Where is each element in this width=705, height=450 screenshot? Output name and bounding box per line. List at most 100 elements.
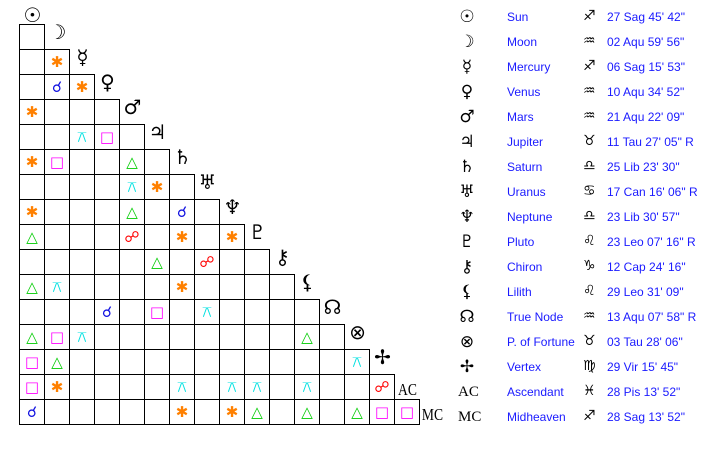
square-icon: □ <box>49 328 65 346</box>
planet-name: Uranus <box>507 185 546 199</box>
trine-icon: △ <box>26 278 38 296</box>
planet-position: 29 Vir 15' 45" <box>607 360 679 374</box>
aspect-cell <box>144 324 170 350</box>
planet-glyph-icon: ♃ <box>459 132 475 152</box>
aspect-cell: △ <box>244 399 270 425</box>
planet-glyph-icon: ☽ <box>459 32 475 52</box>
planet-row: ♀ Venus ♒ 10 Aqu 34' 52" <box>450 80 705 105</box>
aspect-cell <box>44 224 70 250</box>
aspect-cell: □ <box>19 349 45 375</box>
planet-name: Sun <box>507 10 529 24</box>
quincunx-icon: ⚻ <box>77 128 87 146</box>
aspect-cell: △ <box>344 399 370 425</box>
planet-position: 23 Leo 07' 16" R <box>607 235 696 249</box>
planet-name: Vertex <box>507 360 542 374</box>
aspect-cell <box>169 349 195 375</box>
planet-row: ♂ Mars ♒ 21 Aqu 22' 09" <box>450 105 705 130</box>
aspect-cell: ✱ <box>44 49 70 75</box>
grid-glyph-saturn-icon: ♄ <box>173 144 192 169</box>
planet-row: ✢ Vertex ♍ 29 Vir 15' 45" <box>450 355 705 380</box>
aspect-cell <box>19 24 45 50</box>
planet-row: ♆ Neptune ♎ 23 Lib 30' 57" <box>450 205 705 230</box>
planet-row: ☿ Mercury ♐ 06 Sag 15' 53" <box>450 55 705 80</box>
trine-icon: △ <box>151 253 163 271</box>
zodiac-sign-icon: ♋ <box>583 183 596 199</box>
aspect-cell <box>94 324 120 350</box>
aspect-cell <box>69 299 95 325</box>
aspect-cell: ☌ <box>19 399 45 425</box>
aspect-cell <box>44 124 70 150</box>
aspect-cell <box>144 149 170 175</box>
planet-row: ♃ Jupiter ♉ 11 Tau 27' 05" R <box>450 130 705 155</box>
grid-glyph-pluto-icon: ♇ <box>248 219 267 244</box>
quincunx-icon: ⚻ <box>252 378 262 396</box>
aspect-cell <box>319 399 345 425</box>
aspect-cell <box>219 249 245 275</box>
square-icon: □ <box>24 378 40 396</box>
planet-name: Moon <box>507 35 538 49</box>
aspect-cell: □ <box>394 399 420 425</box>
planet-name: Lilith <box>507 285 532 299</box>
aspect-cell <box>269 374 295 400</box>
aspect-cell: ☍ <box>119 224 145 250</box>
planet-position: 10 Aqu 34' 52" <box>607 85 685 99</box>
trine-icon: △ <box>351 403 363 421</box>
grid-glyph-chiron-icon: ⚷ <box>275 244 290 269</box>
planet-glyph-icon: ⚸ <box>460 282 474 302</box>
quincunx-icon: ⚻ <box>352 353 362 371</box>
aspect-cell <box>44 174 70 200</box>
aspect-cell <box>244 274 270 300</box>
planet-position: 28 Pis 13' 52" <box>607 385 681 399</box>
aspect-cell <box>19 74 45 100</box>
planet-glyph-icon: AC <box>458 384 479 400</box>
aspect-cell: ✱ <box>144 174 170 200</box>
aspect-cell: ⚻ <box>69 124 95 150</box>
aspect-cell <box>19 49 45 75</box>
aspect-cell: ✱ <box>169 224 195 250</box>
aspect-cell <box>144 274 170 300</box>
aspect-cell: ⚻ <box>194 299 220 325</box>
sextile-icon: ✱ <box>25 153 39 171</box>
trine-icon: △ <box>301 328 313 346</box>
aspect-cell <box>44 249 70 275</box>
aspect-cell <box>94 249 120 275</box>
aspect-cell <box>194 349 220 375</box>
zodiac-sign-icon: ♑ <box>583 258 596 274</box>
aspect-cell: △ <box>19 324 45 350</box>
zodiac-sign-icon: ♒ <box>583 33 596 49</box>
aspect-cell <box>19 174 45 200</box>
aspect-cell <box>119 324 145 350</box>
aspect-cell <box>69 99 95 125</box>
square-icon: □ <box>149 303 165 321</box>
aspect-cell: □ <box>44 324 70 350</box>
aspect-cell <box>169 299 195 325</box>
aspect-cell <box>169 249 195 275</box>
aspect-cell <box>244 349 270 375</box>
quincunx-icon: ⚻ <box>202 303 212 321</box>
planet-name: Neptune <box>507 210 553 224</box>
aspect-cell <box>69 199 95 225</box>
aspect-cell: △ <box>294 399 320 425</box>
planet-position: 02 Aqu 59' 56" <box>607 35 685 49</box>
planet-glyph-icon: ⊗ <box>459 332 475 352</box>
aspect-cell: ⚻ <box>119 174 145 200</box>
aspect-cell: ☌ <box>169 199 195 225</box>
zodiac-sign-icon: ♐ <box>583 58 596 74</box>
aspect-cell <box>69 349 95 375</box>
aspect-cell <box>194 199 220 225</box>
aspect-cell: ⚻ <box>219 374 245 400</box>
trine-icon: △ <box>251 403 263 421</box>
aspect-cell <box>244 299 270 325</box>
planet-row: AC Ascendant ♓ 28 Pis 13' 52" <box>450 380 705 405</box>
aspect-cell <box>94 99 120 125</box>
aspect-cell <box>94 374 120 400</box>
aspect-cell <box>219 299 245 325</box>
aspect-cell <box>94 274 120 300</box>
grid-glyph-moon-icon: ☽ <box>48 19 67 44</box>
aspect-cell: ⚻ <box>169 374 195 400</box>
zodiac-sign-icon: ♓ <box>583 383 596 399</box>
aspect-cell <box>94 149 120 175</box>
aspect-cell: □ <box>94 124 120 150</box>
planet-glyph-icon: ☊ <box>459 307 475 327</box>
sextile-icon: ✱ <box>150 178 164 196</box>
